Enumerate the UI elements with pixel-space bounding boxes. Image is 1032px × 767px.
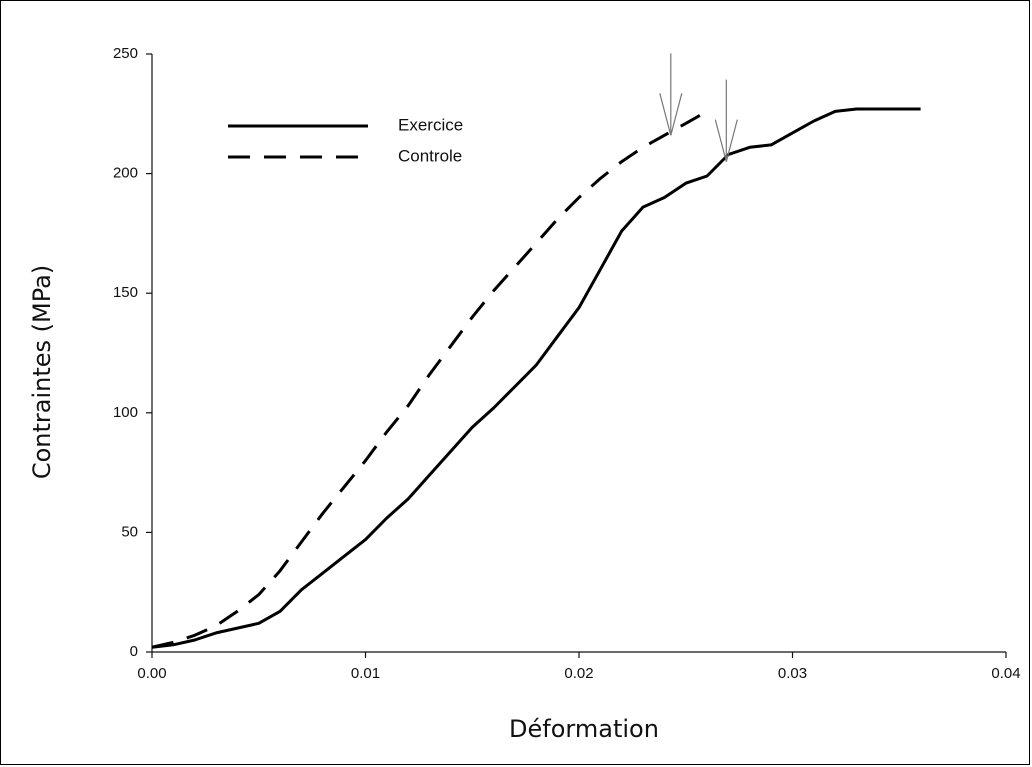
series-line-exercice — [151, 107, 921, 649]
x-tick-label: 0.04 — [991, 665, 1020, 682]
y-tick-label: 0 — [130, 643, 138, 660]
y-tick-label: 100 — [113, 404, 138, 421]
x-axis-title: Déformation — [509, 715, 659, 743]
x-tick-label: 0.01 — [351, 665, 380, 682]
series-layer — [151, 107, 921, 649]
axes — [151, 54, 1006, 653]
x-tick-label: 0.03 — [778, 665, 807, 682]
legend: Exercice Controle — [228, 115, 463, 165]
x-tick-label: 0.00 — [137, 665, 166, 682]
arrow-annotation — [659, 53, 683, 136]
ticks: 0.00 0.01 0.02 0.03 0.04 0 50 100 150 200 250 — [113, 45, 1021, 682]
y-tick-label: 150 — [113, 284, 138, 301]
arrow-annotation — [714, 79, 738, 162]
y-tick-label: 200 — [113, 165, 138, 182]
legend-label-exercice: Exercice — [398, 115, 463, 134]
annotations — [659, 53, 738, 162]
x-tick-label: 0.02 — [564, 665, 593, 682]
legend-label-controle: Controle — [398, 146, 462, 165]
series-line-controle — [151, 112, 704, 649]
y-tick-label: 250 — [113, 45, 138, 62]
y-tick-label: 50 — [121, 523, 138, 540]
y-axis-title: Contraintes (MPa) — [28, 265, 56, 479]
